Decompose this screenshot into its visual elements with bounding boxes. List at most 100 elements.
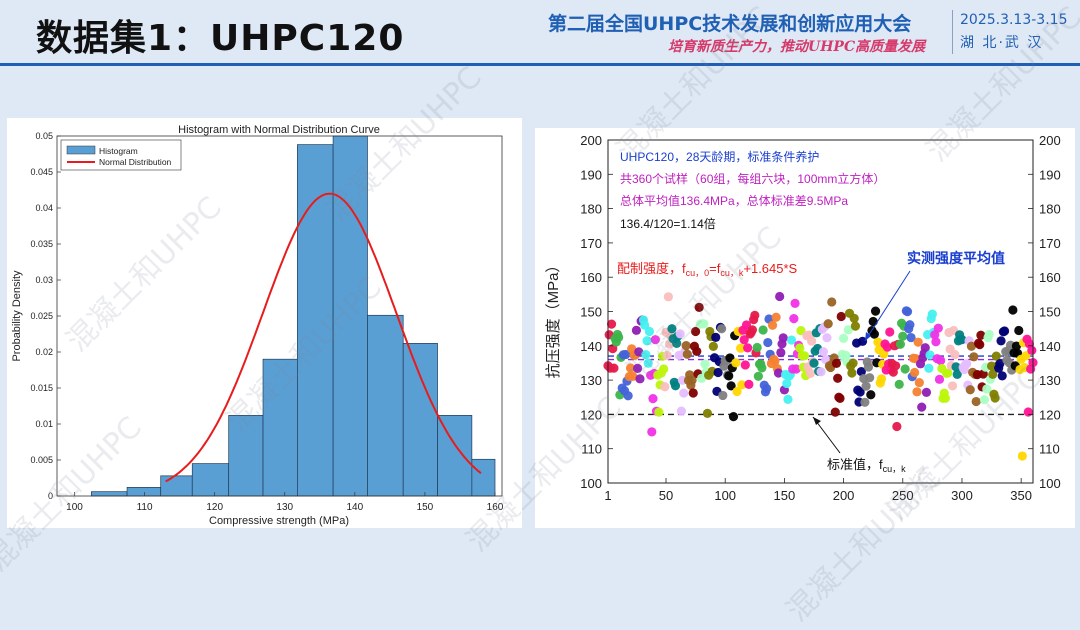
scatter-point xyxy=(833,373,843,383)
scatter-point xyxy=(691,326,701,337)
scatter-point xyxy=(863,362,874,372)
scatter-point xyxy=(700,359,710,369)
y-tick-label: 0.03 xyxy=(35,275,53,285)
scatter-point xyxy=(790,298,800,308)
scatter-point xyxy=(894,379,904,389)
scatter-point xyxy=(809,358,819,368)
scatter-point xyxy=(763,337,773,348)
scatter-point xyxy=(1008,305,1018,315)
y-tick-label-right: 140 xyxy=(1039,339,1061,354)
scatter-point xyxy=(882,342,892,352)
scatter-point xyxy=(659,364,669,374)
scatter-point xyxy=(885,327,895,337)
y-tick-label-right: 190 xyxy=(1039,167,1061,182)
scatter-point xyxy=(724,371,734,381)
y-tick-label-right: 180 xyxy=(1039,202,1061,217)
scatter-point xyxy=(914,377,924,388)
scatter-point xyxy=(628,371,638,381)
scatter-point xyxy=(702,408,713,418)
y-tick-label: 110 xyxy=(581,442,602,457)
y-tick-label: 0.045 xyxy=(30,167,53,177)
conference-title: 第二届全国UHPC技术发展和创新应用大会 xyxy=(548,13,912,35)
scatter-point xyxy=(676,406,686,416)
scatter-point xyxy=(902,307,913,317)
scatter-point xyxy=(995,359,1005,369)
scatter-point xyxy=(988,369,998,379)
histogram-bar xyxy=(297,144,334,497)
scatter-point xyxy=(999,326,1010,336)
annotation-line-3: 总体平均值136.4MPa，总体标准差9.5MPa xyxy=(620,193,848,208)
scatter-point xyxy=(770,356,780,366)
scatter-point xyxy=(621,349,631,360)
y-tick-label-right: 160 xyxy=(1039,270,1061,285)
x-tick-label: 1 xyxy=(604,488,611,503)
scatter-point xyxy=(718,390,728,401)
histogram-bar xyxy=(90,491,128,497)
y-tick-label: 160 xyxy=(580,270,602,285)
y-tick-label: 180 xyxy=(580,202,602,217)
scatter-point xyxy=(931,337,941,347)
scatter-point xyxy=(735,343,746,353)
scatter-point xyxy=(934,374,945,384)
scatter-point xyxy=(807,336,817,346)
y-tick-label: 170 xyxy=(580,236,602,251)
scatter-point xyxy=(906,332,916,343)
svg-text:标准值，fcu，k: 标准值，fcu，k xyxy=(827,457,906,474)
scatter-point xyxy=(855,387,865,397)
scatter-point xyxy=(799,351,810,361)
conference-slogan: 培育新质生产力，推动UHPC高质量发展 xyxy=(668,39,926,55)
y-tick-label: 0.01 xyxy=(35,419,53,429)
scatter-point xyxy=(847,368,857,378)
x-tick-label: 130 xyxy=(276,502,293,513)
scatter-point xyxy=(962,359,972,369)
scatter-point xyxy=(933,323,943,333)
scatter-point xyxy=(957,335,967,345)
scatter-point xyxy=(776,347,786,358)
annotation-line-4: 136.4/120=1.14倍 xyxy=(620,216,716,231)
x-tick-label: 110 xyxy=(137,502,153,513)
x-tick-label: 150 xyxy=(417,502,434,513)
scatter-point xyxy=(640,320,650,330)
scatter-point xyxy=(688,388,698,398)
x-tick-label: 140 xyxy=(346,502,363,513)
scatter-point xyxy=(1011,341,1022,351)
scatter-point xyxy=(789,314,799,324)
histogram-bar xyxy=(367,314,404,497)
scatter-point xyxy=(717,324,727,334)
scatter-point xyxy=(869,329,879,339)
header-divider xyxy=(952,10,953,54)
scatter-point xyxy=(744,379,754,390)
scatter-point xyxy=(924,363,934,373)
scatter-point xyxy=(773,368,784,378)
histogram-bar xyxy=(160,475,193,497)
scatter-point xyxy=(991,351,1001,361)
scatter-point xyxy=(778,333,788,343)
slide-title: 数据集1：UHPC120 xyxy=(36,18,405,59)
mean-strength-label: 实测强度平均值 xyxy=(907,250,1005,266)
y-tick-label: 190 xyxy=(580,167,602,182)
scatter-point xyxy=(699,319,709,329)
scatter-point xyxy=(758,325,768,335)
scatter-point xyxy=(1021,351,1031,361)
scatter-point xyxy=(925,350,935,360)
scatter-point xyxy=(816,367,826,377)
scatter-point xyxy=(913,337,923,347)
y-tick-label: 200 xyxy=(580,133,602,148)
y-tick-label: 140 xyxy=(580,339,602,354)
char-value-label: 标准值，fcu，k xyxy=(827,457,906,474)
scatter-point xyxy=(726,381,736,391)
y-tick-label: 120 xyxy=(580,407,602,422)
scatter-point xyxy=(667,324,677,334)
scatter-point xyxy=(771,312,781,322)
y-tick-label-right: 130 xyxy=(1039,373,1061,388)
scatter-point xyxy=(732,386,742,397)
scatter-point xyxy=(681,340,691,351)
scatter-point xyxy=(898,331,908,341)
y-tick-label: 130 xyxy=(580,373,602,388)
scatter-point xyxy=(753,371,763,381)
y-tick-label: 0.015 xyxy=(30,383,53,393)
scatter-point xyxy=(905,320,915,330)
scatter-point xyxy=(943,368,953,378)
svg-text:配制强度，fcu，0=fcu，k+1.645*S: 配制强度，fcu，0=fcu，k+1.645*S xyxy=(617,261,798,278)
